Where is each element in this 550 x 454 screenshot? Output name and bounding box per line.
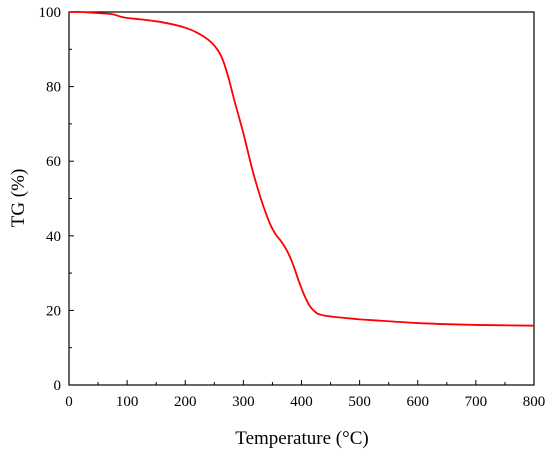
x-tick-label: 700 <box>465 394 488 410</box>
x-tick-label: 0 <box>65 394 73 410</box>
y-tick-label: 100 <box>39 5 62 21</box>
y-axis: 0 20 40 60 80 100 <box>39 5 74 394</box>
x-tick-label: 500 <box>348 394 371 410</box>
tg-curve <box>68 11 535 327</box>
x-axis-title: Temperature (°C) <box>235 428 368 449</box>
series-layer <box>68 11 535 327</box>
y-tick-label: 0 <box>54 378 62 394</box>
x-tick-label: 300 <box>232 394 255 410</box>
y-tick-label: 60 <box>46 154 61 170</box>
x-tick-label: 200 <box>174 394 197 410</box>
x-tick-label: 400 <box>290 394 313 410</box>
plot-frame <box>68 11 535 386</box>
plot-border <box>68 11 535 386</box>
y-tick-label: 20 <box>46 303 61 319</box>
y-axis-title: TG (%) <box>8 169 29 228</box>
y-tick-label: 80 <box>46 80 61 96</box>
x-tick-label: 600 <box>407 394 430 410</box>
y-tick-label: 40 <box>46 229 61 245</box>
x-tick-label: 800 <box>523 394 546 410</box>
x-axis: 0 100 200 300 400 500 600 700 800 <box>65 380 545 410</box>
x-tick-label: 100 <box>116 394 139 410</box>
